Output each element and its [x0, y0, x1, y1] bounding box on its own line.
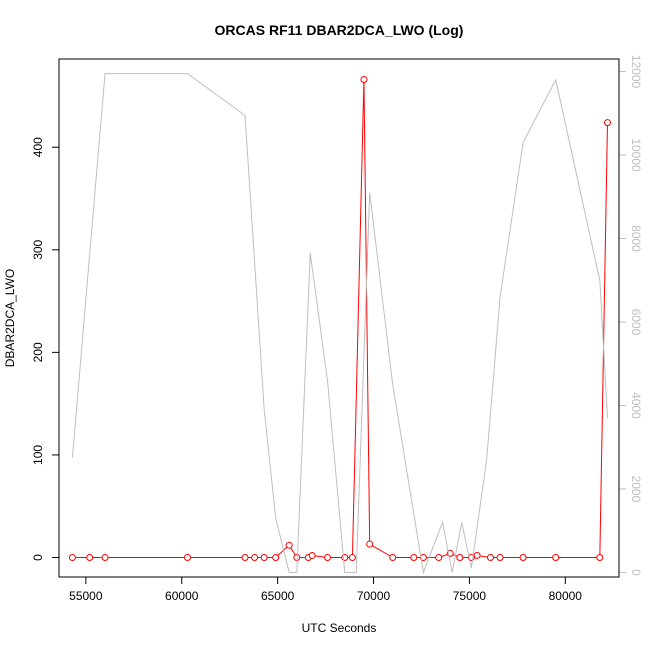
plot-frame [58, 58, 620, 578]
data-point [360, 76, 368, 84]
y-tick-label: 300 [31, 239, 45, 259]
data-point [366, 540, 374, 548]
x-tick-label: 75000 [453, 589, 487, 603]
data-point [68, 554, 76, 562]
data-point [596, 554, 604, 562]
y-axis-label: DBAR2DCA_LWO [3, 269, 17, 367]
x-tick-label: 80000 [549, 589, 583, 603]
data-point [603, 119, 611, 127]
data-point [293, 554, 301, 562]
data-point [519, 554, 527, 562]
y2-tick-label: 2000 [629, 476, 643, 503]
data-point [323, 554, 331, 562]
data-point [348, 554, 356, 562]
y2-tick-label: 12000 [629, 55, 643, 89]
x-tick-label: 60000 [165, 589, 199, 603]
x-tick-label: 65000 [261, 589, 295, 603]
data-point [552, 554, 560, 562]
data-point [456, 554, 464, 562]
y-tick-label: 400 [31, 137, 45, 157]
y2-tick-label: 10000 [629, 138, 643, 172]
data-point [285, 541, 293, 549]
data-point [473, 551, 481, 559]
data-point [419, 554, 427, 562]
data-point [101, 554, 109, 562]
x-tick-label: 55000 [69, 589, 103, 603]
data-point [260, 554, 268, 562]
series-line-right [71, 73, 608, 575]
y2-tick-label: 0 [629, 569, 643, 576]
series-layer [68, 73, 611, 575]
data-point [389, 554, 397, 562]
data-point [308, 551, 316, 559]
data-point [496, 554, 504, 562]
data-point [435, 554, 443, 562]
axes-layer: 55000 60000 65000 70000 75000 800000100200300… [31, 55, 643, 603]
y2-tick-label: 6000 [629, 309, 643, 336]
y-tick-label: 0 [31, 554, 45, 561]
data-point [86, 554, 94, 562]
data-point [341, 554, 349, 562]
data-point [241, 554, 249, 562]
series-left [68, 76, 611, 562]
x-axis-label: UTC Seconds [302, 621, 377, 635]
data-point [410, 554, 418, 562]
x-tick-label: 70000 [357, 589, 391, 603]
data-point [251, 554, 259, 562]
series-right [71, 73, 608, 575]
y2-tick-label: 8000 [629, 225, 643, 252]
data-point [183, 554, 191, 562]
data-point [487, 554, 495, 562]
data-point [272, 554, 280, 562]
y-tick-label: 200 [31, 342, 45, 362]
y-tick-label: 100 [31, 445, 45, 465]
y2-tick-label: 4000 [629, 392, 643, 419]
chart-title: ORCAS RF11 DBAR2DCA_LWO (Log) [215, 22, 464, 38]
